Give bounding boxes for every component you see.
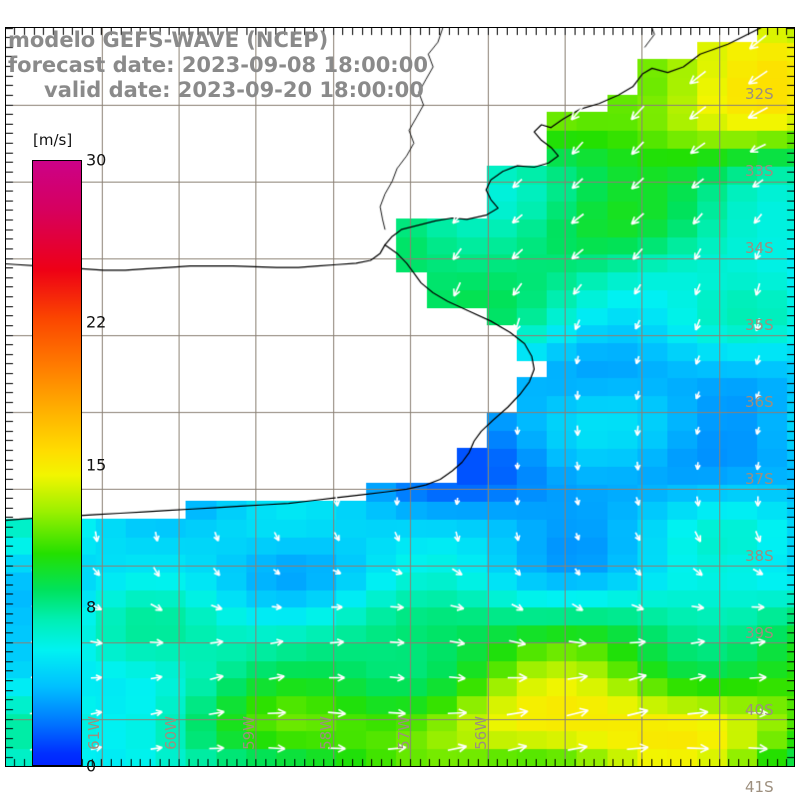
lon-label-58W: 58W — [317, 716, 336, 750]
wind-speed-field-canvas[interactable] — [6, 28, 794, 766]
lon-label-56W: 56W — [472, 716, 490, 750]
lat-label-35S: 35S — [745, 316, 774, 334]
lon-label-59W: 59W — [239, 716, 258, 750]
lon-label-61W: 61W — [85, 716, 103, 750]
lat-label-34S: 34S — [745, 239, 774, 257]
lon-label-57W: 57W — [394, 716, 413, 750]
lat-label-36S: 36S — [745, 393, 774, 411]
lat-label-38S: 38S — [745, 547, 774, 565]
lat-label-39S: 39S — [745, 624, 774, 642]
lat-label-41S: 41S — [745, 778, 774, 796]
map-plot-area[interactable] — [5, 27, 795, 767]
lat-label-33S: 33S — [745, 162, 774, 180]
lat-label-37S: 37S — [745, 470, 774, 488]
lat-label-32S: 32S — [745, 85, 774, 103]
lat-label-40S: 40S — [745, 701, 774, 719]
lon-label-60W: 60W — [162, 716, 181, 750]
